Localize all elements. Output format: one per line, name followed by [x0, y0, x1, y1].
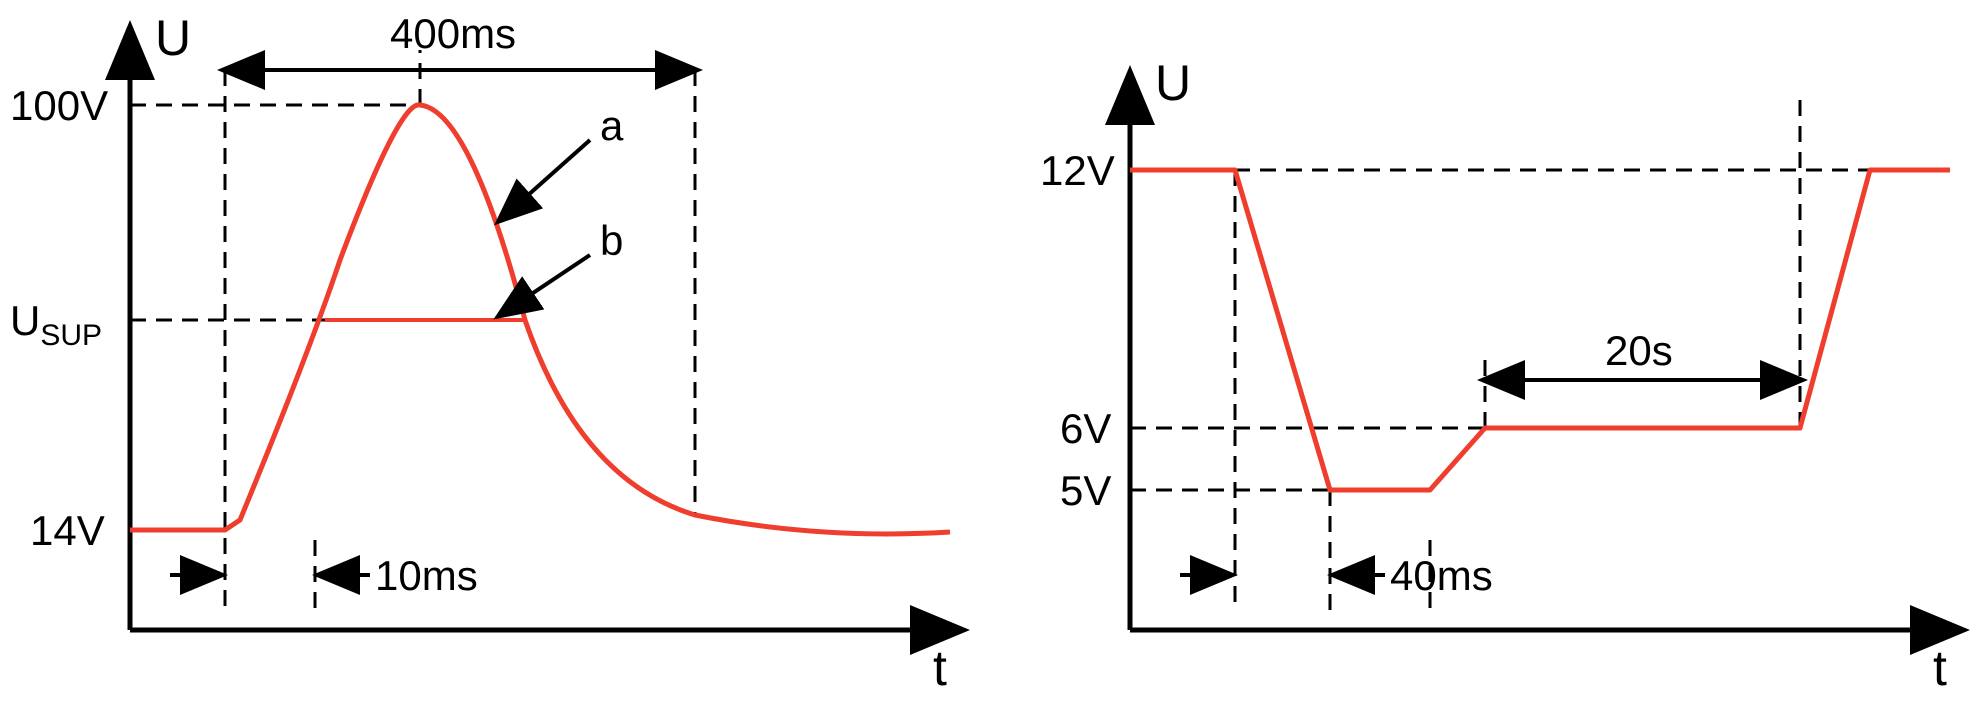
- ytick-usup: USUP: [10, 297, 102, 352]
- ytick-14v: 14V: [30, 507, 105, 554]
- curve-a: [130, 105, 950, 534]
- rise-label: 10ms: [375, 552, 478, 599]
- x-axis-label: t: [933, 640, 947, 696]
- ytick-100v: 100V: [10, 82, 108, 129]
- x-axis-label-r: t: [1933, 640, 1947, 696]
- y-axis-label: U: [155, 10, 191, 66]
- y-axis-label-r: U: [1155, 55, 1191, 111]
- label-a: a: [600, 102, 624, 149]
- right-chart: U t 40ms 20s 12V 6V 5V: [1040, 55, 1960, 696]
- label-b: b: [600, 217, 623, 264]
- ytick-6v: 6V: [1060, 405, 1111, 452]
- diagram-container: U t 400ms 10ms 100V USUP 14V: [0, 0, 1988, 716]
- plateau-span-label: 20s: [1605, 327, 1673, 374]
- top-span-label: 400ms: [390, 10, 516, 57]
- label-a-arrow: [500, 140, 590, 220]
- left-chart: U t 400ms 10ms 100V USUP 14V: [10, 10, 960, 696]
- diagram-svg: U t 400ms 10ms 100V USUP 14V: [0, 0, 1988, 716]
- ytick-12v: 12V: [1040, 147, 1115, 194]
- ytick-5v: 5V: [1060, 467, 1111, 514]
- curve-r: [1130, 170, 1950, 490]
- bottom-label: 40ms: [1390, 552, 1493, 599]
